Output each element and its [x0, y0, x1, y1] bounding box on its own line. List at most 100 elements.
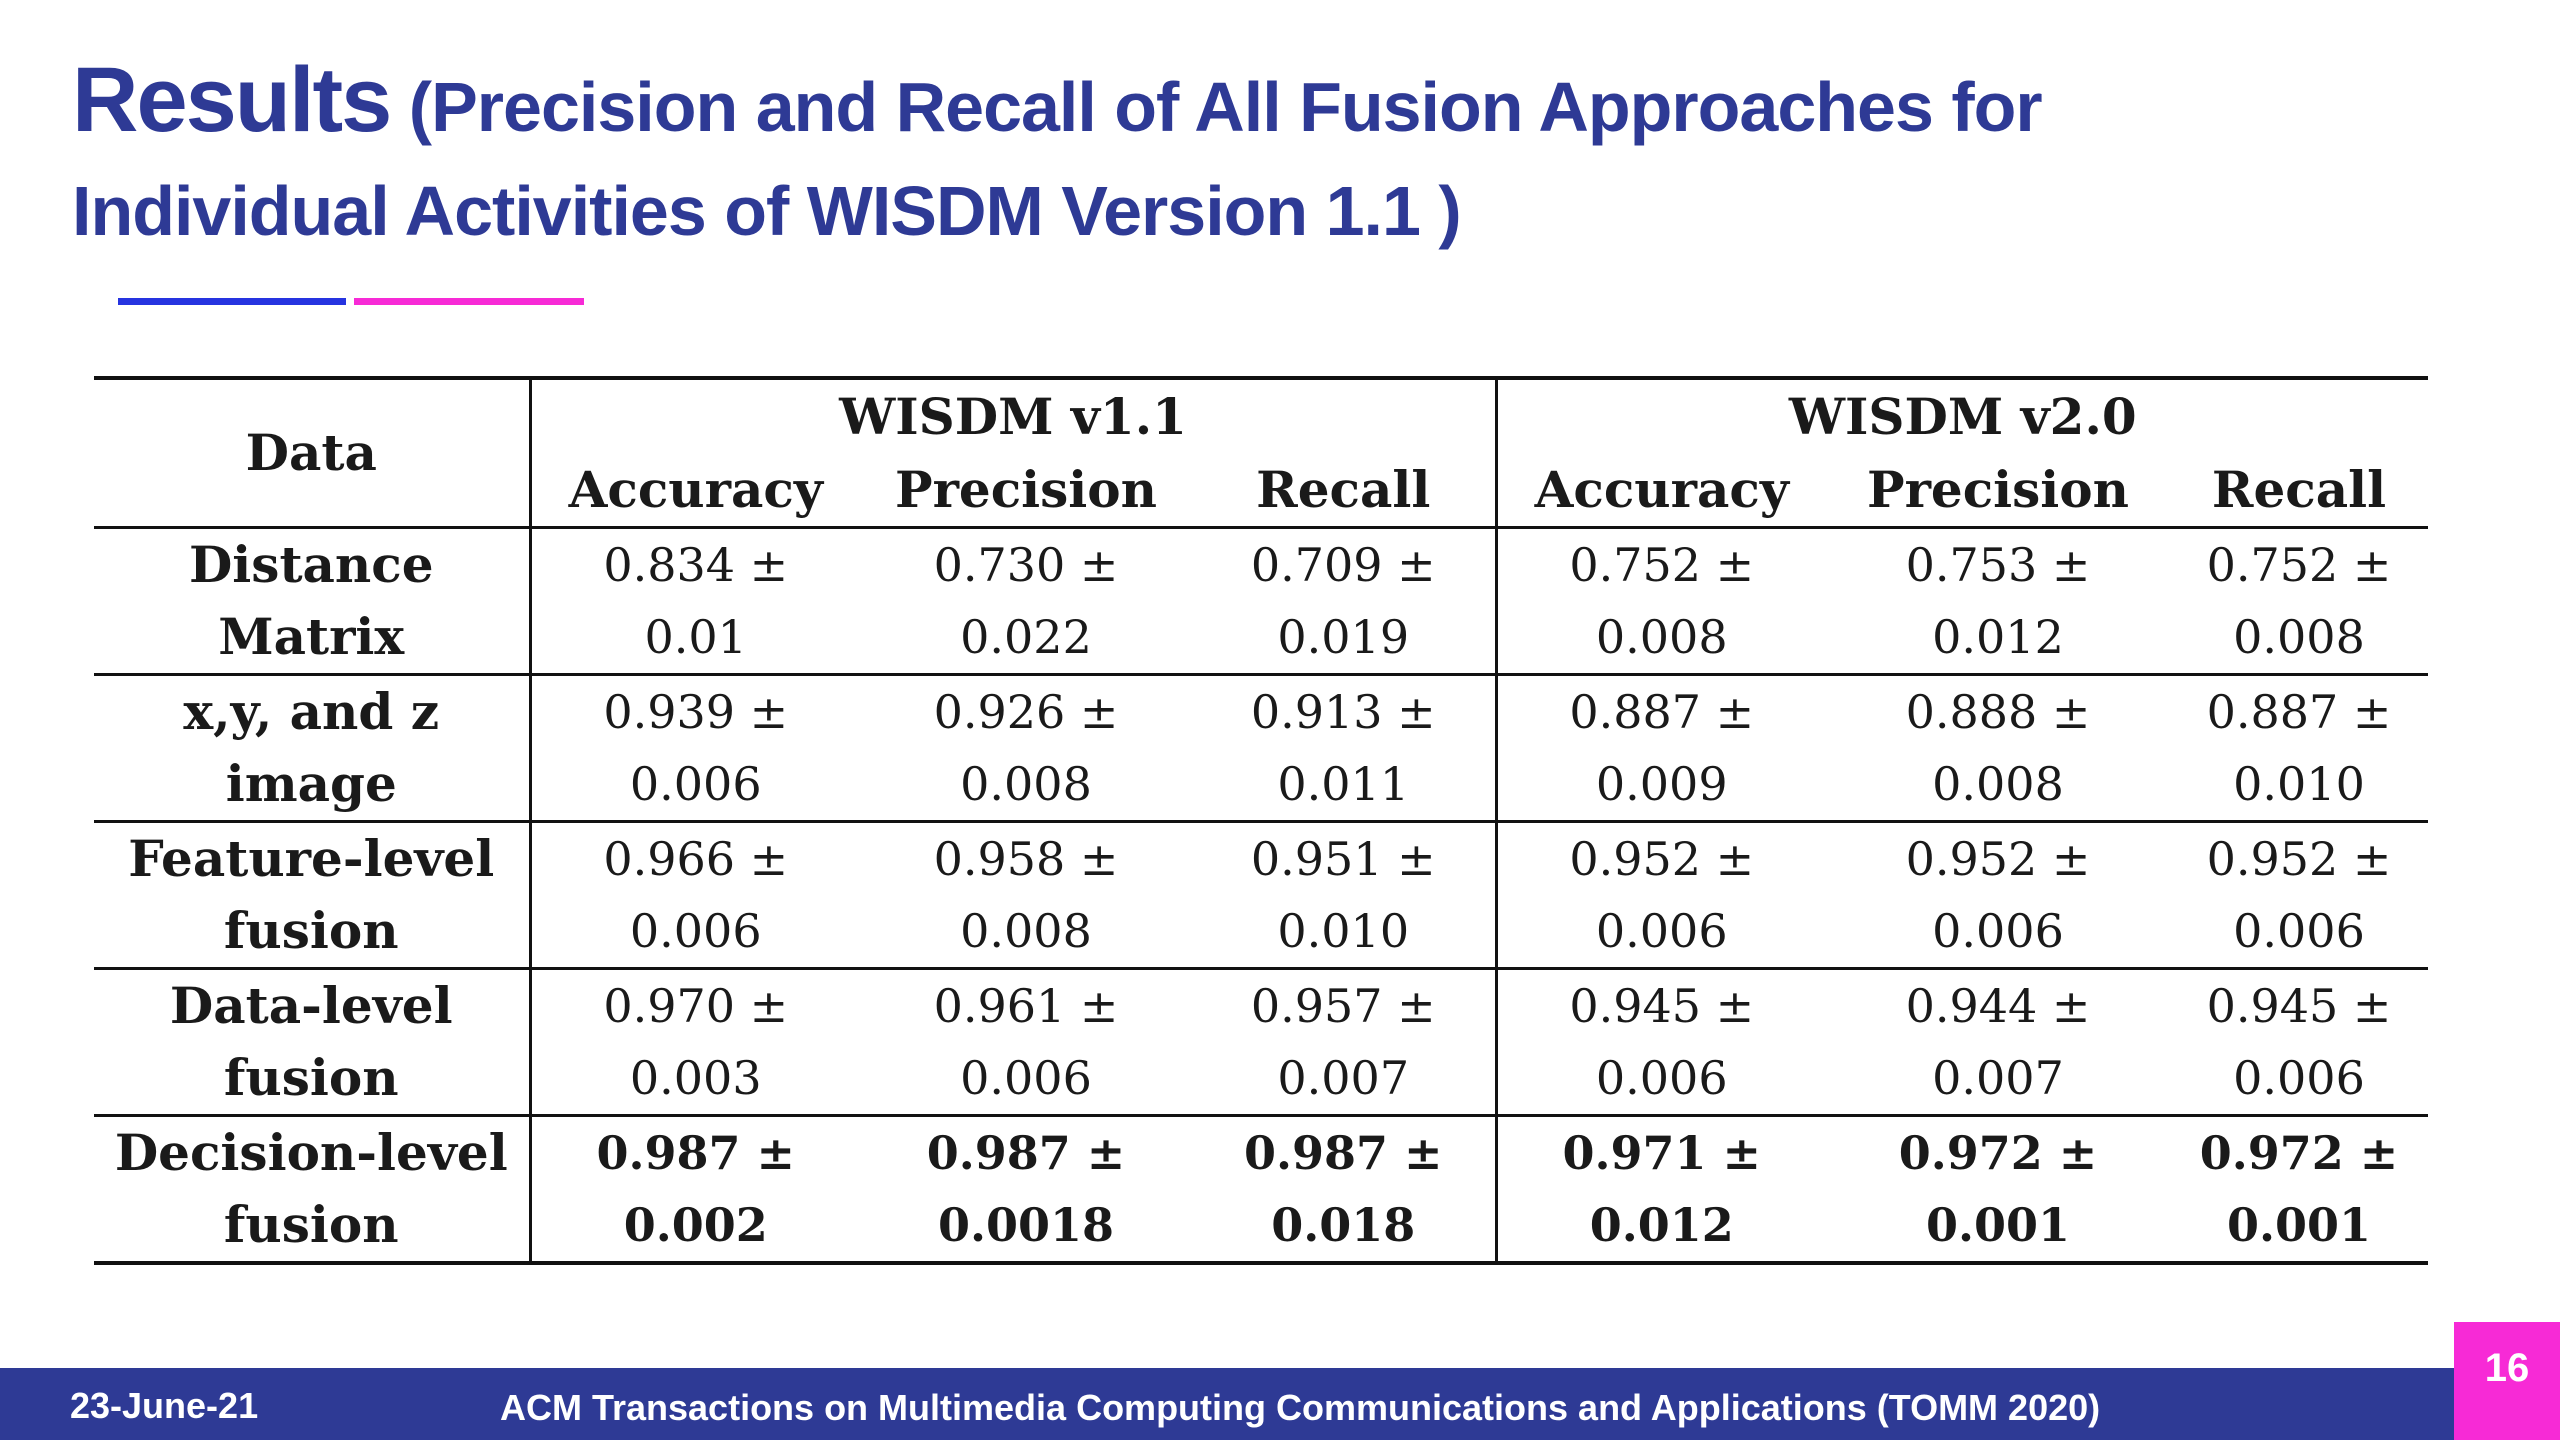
row-label: Data-level fusion	[94, 967, 532, 1116]
cell-std: 0.001	[2226, 1198, 2372, 1252]
table-row: x,y, and z image 0.939 ± 0.006 0.926 ± 0.00…	[94, 673, 2428, 822]
cell-mean: 0.887 ±	[2206, 685, 2392, 739]
cell-std: 0.008	[960, 757, 1092, 811]
table-cell: 0.939 ± 0.006	[530, 673, 860, 822]
table-cell: 0.958 ± 0.008	[860, 820, 1192, 969]
cell-mean: 0.987 ±	[1243, 1126, 1443, 1180]
results-table: Data WISDM v1.1 WISDM v2.0 Accuracy Prec…	[94, 376, 2428, 1265]
table-cell: 0.752 ± 0.008	[1496, 526, 1826, 675]
cell-std: 0.010	[2233, 757, 2365, 811]
cell-mean: 0.951 ±	[1250, 832, 1436, 886]
table-cell: 0.945 ± 0.006	[2170, 967, 2428, 1116]
accent-line-pink	[354, 298, 584, 305]
table-cell: 0.972 ± 0.001	[1826, 1114, 2170, 1265]
cell-mean: 0.987 ±	[926, 1126, 1126, 1180]
cell-std: 0.007	[1932, 1051, 2064, 1105]
slide-title: Results (Precision and Recall of All Fus…	[72, 48, 2372, 263]
cell-std: 0.012	[1589, 1198, 1734, 1252]
header-col-accuracy-v1: Accuracy	[568, 460, 823, 519]
footer-date: 23-June-21	[70, 1385, 259, 1426]
table-cell: 0.952 ± 0.006	[1496, 820, 1826, 969]
row-label: x,y, and z image	[94, 673, 532, 822]
cell-mean: 0.913 ±	[1250, 685, 1436, 739]
row-label-line2: fusion	[223, 1195, 399, 1254]
table-cell: 0.970 ± 0.003	[530, 967, 860, 1116]
table-cell: 0.961 ± 0.006	[860, 967, 1192, 1116]
header-col-recall-v2: Recall	[2211, 460, 2387, 519]
row-label-line2: fusion	[223, 1048, 399, 1107]
cell-std: 0.008	[960, 904, 1092, 958]
cell-mean: 0.952 ±	[1905, 832, 2091, 886]
cell-std: 0.012	[1932, 610, 2064, 664]
cell-std: 0.006	[2233, 1051, 2365, 1105]
cell-mean: 0.887 ±	[1569, 685, 1755, 739]
cell-std: 0.003	[629, 1051, 762, 1105]
cell-mean: 0.753 ±	[1905, 538, 2091, 592]
page-number: 16	[2484, 1346, 2530, 1390]
header-col-precision-v2: Precision	[1866, 460, 2130, 519]
cell-mean: 0.961 ±	[933, 979, 1119, 1033]
cell-std: 0.001	[1925, 1198, 2071, 1252]
table-cell: 0.913 ± 0.011	[1192, 673, 1498, 822]
table-cell: 0.957 ± 0.007	[1192, 967, 1498, 1116]
cell-mean: 0.945 ±	[1569, 979, 1755, 1033]
table-cell: 0.752 ± 0.008	[2170, 526, 2428, 675]
cell-std: 0.006	[1932, 904, 2064, 958]
cell-std: 0.01	[644, 610, 747, 664]
cell-mean: 0.971 ±	[1562, 1126, 1762, 1180]
table-cell: 0.945 ± 0.006	[1496, 967, 1826, 1116]
cell-std: 0.008	[2233, 610, 2365, 664]
table-cell: 0.972 ± 0.001	[2170, 1114, 2428, 1265]
header-col-precision-v1: Precision	[894, 460, 1158, 519]
row-label-line1: Decision-level	[114, 1123, 508, 1182]
cell-std: 0.002	[623, 1198, 768, 1252]
table-cell: 0.952 ± 0.006	[2170, 820, 2428, 969]
title-subtitle: (Precision and Recall of All Fusion Appr…	[72, 68, 2043, 250]
cell-mean: 0.888 ±	[1905, 685, 2091, 739]
cell-mean: 0.834 ±	[603, 538, 789, 592]
table-cell: 0.888 ± 0.008	[1826, 673, 2170, 822]
table-row: Decision-level fusion 0.987 ± 0.002 0.987 …	[94, 1114, 2428, 1265]
footer-bar	[0, 1368, 2454, 1440]
table-cell: 0.753 ± 0.012	[1826, 526, 2170, 675]
header-data: Data	[94, 376, 532, 528]
header-col-recall-v1: Recall	[1192, 454, 1498, 528]
title-main: Results	[72, 49, 392, 151]
cell-mean: 0.972 ±	[1898, 1126, 2098, 1180]
cell-mean: 0.952 ±	[2206, 832, 2392, 886]
cell-mean: 0.987 ±	[596, 1126, 796, 1180]
table-cell: 0.709 ± 0.019	[1192, 526, 1498, 675]
table-cell: 0.887 ± 0.010	[2170, 673, 2428, 822]
cell-std: 0.006	[2233, 904, 2365, 958]
table-cell: 0.952 ± 0.006	[1826, 820, 2170, 969]
cell-mean: 0.972 ±	[2199, 1126, 2399, 1180]
table-cell: 0.987 ± 0.002	[530, 1114, 860, 1265]
row-label: Distance Matrix	[94, 526, 532, 675]
cell-std: 0.008	[1932, 757, 2064, 811]
footer-citation: ACM Transactions on Multimedia Computing…	[500, 1387, 2101, 1428]
cell-std: 0.008	[1595, 610, 1728, 664]
cell-std: 0.006	[960, 1051, 1092, 1105]
cell-mean: 0.966 ±	[603, 832, 789, 886]
cell-mean: 0.709 ±	[1250, 538, 1436, 592]
cell-std: 0.011	[1277, 757, 1410, 811]
table-row: Feature-level fusion 0.966 ± 0.006 0.958 ±…	[94, 820, 2428, 969]
cell-mean: 0.952 ±	[1569, 832, 1755, 886]
cell-mean: 0.730 ±	[933, 538, 1119, 592]
cell-mean: 0.945 ±	[2206, 979, 2392, 1033]
cell-std: 0.009	[1595, 757, 1728, 811]
cell-std: 0.007	[1277, 1051, 1410, 1105]
cell-mean: 0.958 ±	[933, 832, 1119, 886]
cell-std: 0.018	[1271, 1198, 1416, 1252]
table-row: Distance Matrix 0.834 ±0.01 0.730 ±0.022 …	[94, 526, 2428, 675]
row-label: Decision-level fusion	[94, 1114, 532, 1265]
table-cell: 0.944 ± 0.007	[1826, 967, 2170, 1116]
table-cell: 0.951 ± 0.010	[1192, 820, 1498, 969]
cell-std: 0.006	[1595, 904, 1728, 958]
row-label-line2: Matrix	[218, 607, 405, 666]
page-number-box	[2454, 1322, 2560, 1440]
table-cell: 0.987 ± 0.018	[1192, 1114, 1498, 1265]
header-col-accuracy-v2: Accuracy	[1534, 460, 1789, 519]
table-cell: 0.834 ± 0.01	[530, 526, 860, 675]
row-label-line1: Data-level	[169, 976, 453, 1035]
